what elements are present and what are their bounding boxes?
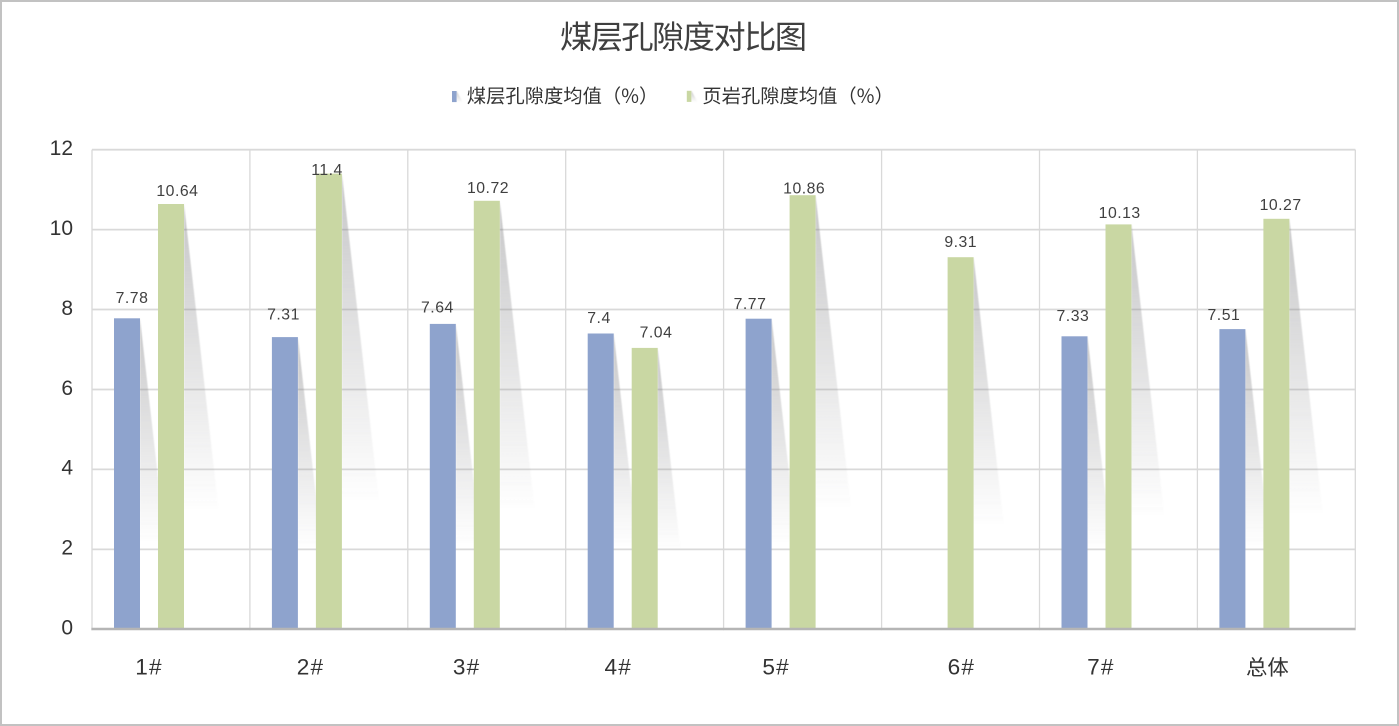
svg-text:10.13: 10.13 [1099, 205, 1141, 222]
svg-text:5#: 5# [762, 654, 790, 679]
svg-text:3#: 3# [453, 654, 481, 679]
svg-text:4: 4 [61, 457, 73, 480]
svg-text:7#: 7# [1087, 654, 1115, 679]
svg-text:2: 2 [61, 537, 73, 560]
svg-text:7.04: 7.04 [640, 324, 673, 341]
svg-text:7.64: 7.64 [421, 299, 454, 316]
svg-text:10.64: 10.64 [156, 183, 198, 200]
svg-text:8: 8 [61, 297, 73, 320]
svg-text:7.77: 7.77 [734, 296, 767, 313]
svg-text:2#: 2# [297, 654, 325, 679]
svg-text:1#: 1# [135, 654, 163, 679]
svg-text:10: 10 [50, 217, 73, 240]
svg-text:12: 12 [50, 137, 73, 160]
svg-text:7.51: 7.51 [1208, 307, 1241, 324]
svg-text:11.4: 11.4 [311, 162, 343, 179]
svg-text:4#: 4# [605, 654, 633, 679]
svg-text:7.33: 7.33 [1057, 308, 1090, 325]
svg-text:6#: 6# [948, 654, 976, 679]
svg-text:0: 0 [61, 617, 73, 640]
svg-text:10.27: 10.27 [1260, 197, 1302, 214]
svg-text:7.4: 7.4 [587, 310, 610, 327]
svg-text:7.31: 7.31 [267, 306, 300, 323]
svg-text:7.78: 7.78 [116, 290, 149, 307]
svg-text:9.31: 9.31 [944, 234, 977, 251]
svg-text:6: 6 [61, 377, 73, 400]
svg-text:10.72: 10.72 [467, 180, 509, 197]
svg-text:10.86: 10.86 [783, 180, 825, 197]
